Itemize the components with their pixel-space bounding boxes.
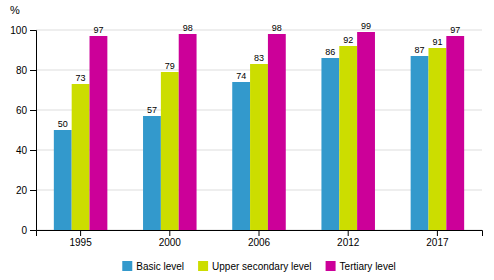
- data-label: 92: [343, 35, 353, 45]
- legend-item: Upper secondary level: [198, 261, 312, 272]
- bar: [357, 32, 375, 230]
- data-labels: 50 57 74 86 87 73 79 83 92 91 97 98 98 99 97: [58, 21, 460, 129]
- plot: 0 20 40 60 80 100 1995 2000 2006 2012 2017 50 57 74 86…: [10, 21, 482, 248]
- bar: [161, 72, 179, 230]
- bar: [268, 34, 286, 230]
- bar: [339, 46, 357, 230]
- y-axis-title: %: [10, 4, 20, 16]
- x-tick-mark: [348, 230, 349, 236]
- x-tick: 2000: [159, 230, 182, 248]
- data-label: 50: [58, 119, 68, 129]
- bars: [54, 32, 464, 230]
- y-tick-label: 40: [16, 145, 28, 156]
- y-tick-mark: [30, 70, 36, 71]
- grid: [36, 30, 482, 230]
- x-tick: 1995: [69, 230, 92, 248]
- x-tick-label: 2000: [159, 237, 182, 248]
- y-tick-mark: [30, 110, 36, 111]
- y-tick: 20: [16, 185, 36, 196]
- y-tick: 0: [21, 225, 36, 236]
- y-tick-mark: [30, 30, 36, 31]
- bar: [428, 48, 446, 230]
- x-tick: 2017: [426, 230, 449, 248]
- y-tick-label: 0: [21, 225, 27, 236]
- chart: 0 20 40 60 80 100 1995 2000 2006 2012 2017 50 57 74 86…: [0, 0, 494, 280]
- y-tick-label: 80: [16, 65, 28, 76]
- y-tick: 40: [16, 145, 36, 156]
- bar: [411, 56, 429, 230]
- bar: [232, 82, 250, 230]
- data-label: 74: [236, 71, 246, 81]
- bar: [250, 64, 268, 230]
- x-tick-label: 2017: [426, 237, 449, 248]
- y-axis-line: [30, 31, 37, 231]
- x-tick: 2006: [248, 230, 271, 248]
- x-tick: 2012: [337, 230, 360, 248]
- y-tick: 100: [10, 25, 36, 36]
- y-tick: 80: [16, 65, 36, 76]
- bar: [90, 36, 108, 230]
- x-axis-line: [37, 231, 483, 237]
- data-label: 98: [272, 23, 282, 33]
- x-tick-mark: [437, 230, 438, 236]
- legend-label: Upper secondary level: [212, 261, 312, 272]
- legend-swatch: [122, 261, 132, 271]
- bar: [321, 58, 339, 230]
- x-tick-mark: [169, 230, 170, 236]
- x-tick-mark: [80, 230, 81, 236]
- data-label: 97: [450, 25, 460, 35]
- legend-swatch: [326, 261, 336, 271]
- y-axis: 0 20 40 60 80 100: [10, 25, 36, 236]
- data-label: 83: [254, 53, 264, 63]
- data-label: 87: [415, 45, 425, 55]
- legend-label: Basic level: [136, 261, 184, 272]
- x-tick-mark: [259, 230, 260, 236]
- data-label: 91: [432, 37, 442, 47]
- legend-swatch: [198, 261, 208, 271]
- x-axis: 1995 2000 2006 2012 2017: [37, 230, 483, 248]
- y-tick-label: 20: [16, 185, 28, 196]
- data-label: 57: [147, 105, 157, 115]
- data-label: 86: [325, 47, 335, 57]
- x-tick-label: 2012: [337, 237, 360, 248]
- x-tick-label: 1995: [69, 237, 92, 248]
- y-tick-label: 60: [16, 105, 28, 116]
- data-label: 97: [93, 25, 103, 35]
- y-tick-mark: [30, 150, 36, 151]
- bar: [446, 36, 464, 230]
- bar: [54, 130, 72, 230]
- y-tick-mark: [30, 230, 36, 231]
- data-label: 79: [165, 61, 175, 71]
- data-label: 73: [76, 73, 86, 83]
- legend-label: Tertiary level: [340, 261, 396, 272]
- y-tick: 60: [16, 105, 36, 116]
- bar: [179, 34, 197, 230]
- legend-item: Basic level: [122, 261, 184, 272]
- bar: [143, 116, 161, 230]
- bar: [72, 84, 90, 230]
- y-tick-mark: [30, 190, 36, 191]
- data-label: 98: [183, 23, 193, 33]
- legend-item: Tertiary level: [326, 261, 396, 272]
- data-label: 99: [361, 21, 371, 31]
- x-tick-label: 2006: [248, 237, 271, 248]
- legend: Basic level Upper secondary level Tertiary…: [122, 261, 395, 272]
- y-tick-label: 100: [10, 25, 27, 36]
